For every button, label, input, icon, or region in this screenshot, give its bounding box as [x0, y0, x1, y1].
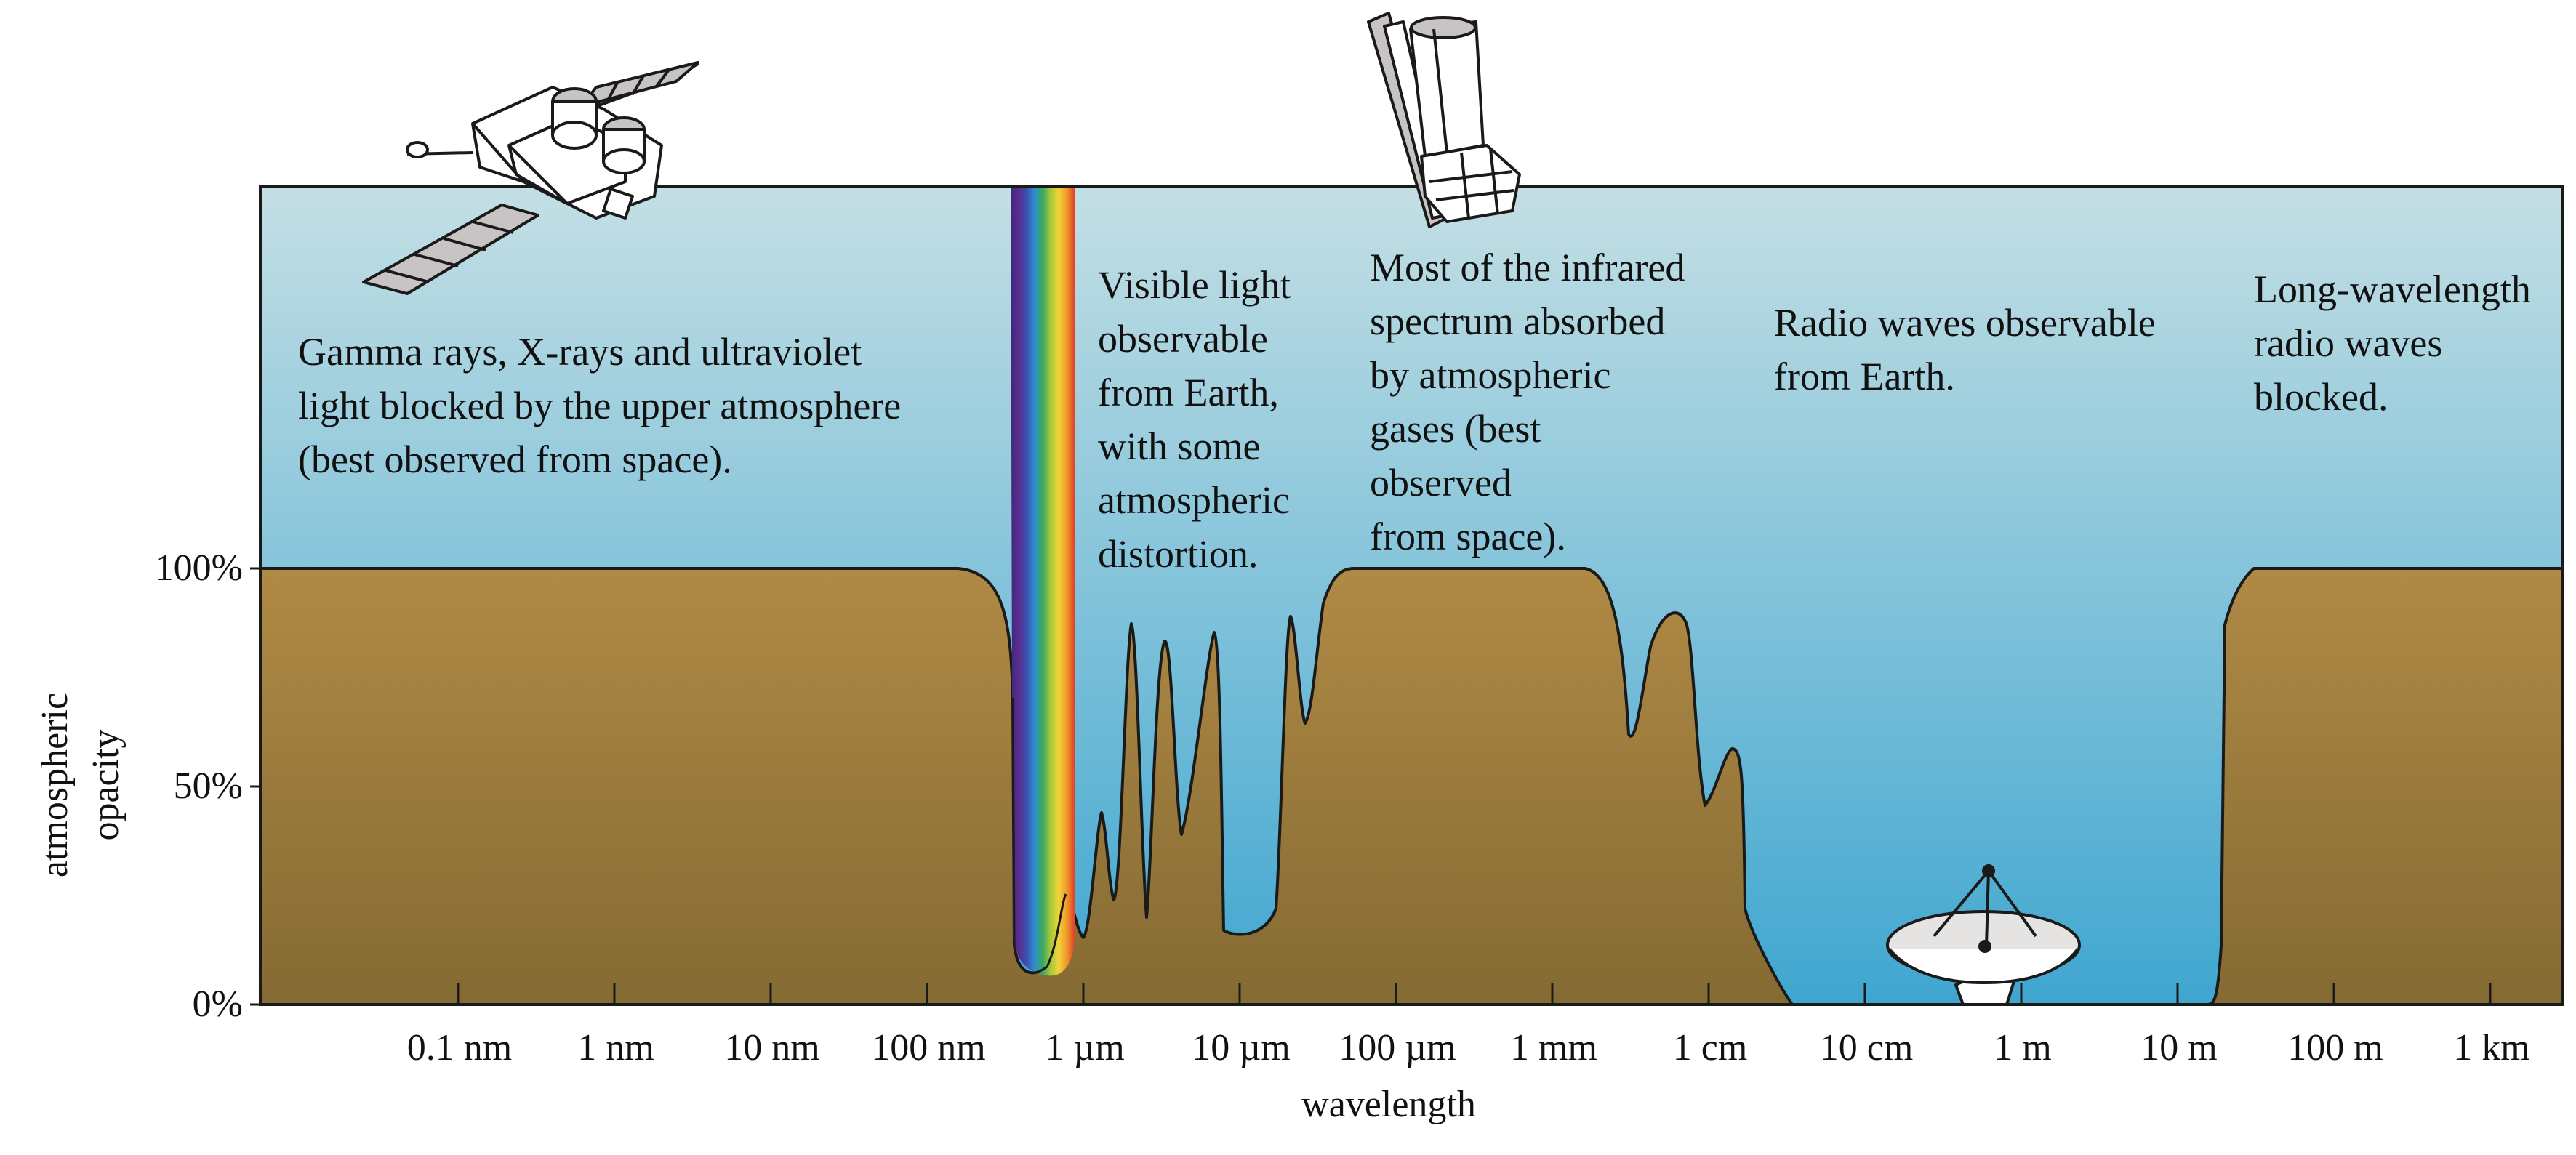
annotation-infrared-line: by atmospheric: [1370, 353, 1610, 397]
annotation-gamma: Gamma rays, X-rays and ultraviolet light…: [298, 330, 901, 481]
annotation-infrared-line: Most of the infrared: [1370, 246, 1685, 289]
visible-spectrum-band: [1011, 186, 1075, 976]
annotation-infrared-line: gases (best: [1370, 407, 1541, 451]
radio-telescope-dish-icon: [1886, 864, 2081, 1006]
annotation-long-radio-line: blocked.: [2254, 375, 2388, 419]
x-tick-label-1cm: 1 cm: [1673, 1027, 1748, 1069]
x-tick-label-10nm: 10 nm: [724, 1027, 819, 1069]
gamma-ray-space-observatory-icon: [362, 61, 699, 295]
x-tick-label-1um: 1 µm: [1045, 1027, 1124, 1069]
annotation-radio: Radio waves observable from Earth.: [1774, 301, 2156, 398]
visible-spectrum-outline: [1011, 697, 1067, 974]
x-tick-label-0.1nm: 0.1 nm: [407, 1027, 512, 1069]
annotation-long-radio-line: Long-wavelength: [2254, 267, 2531, 311]
annotation-infrared-line: spectrum absorbed: [1370, 299, 1665, 343]
x-axis: 0.1 nm 1 nm 10 nm 100 nm 1 µm 10 µm 100 …: [407, 983, 2530, 1125]
x-tick-label-10m: 10 m: [2140, 1027, 2217, 1069]
opacity-curve: [260, 567, 2563, 1005]
y-axis: 100% 50% 0% atmospheric opacity: [34, 547, 260, 1025]
annotation-visible-line: with some: [1098, 424, 1261, 468]
x-tick-label-1m: 1 m: [1994, 1027, 2051, 1069]
annotation-long-radio-line: radio waves: [2254, 321, 2442, 365]
annotation-infrared: Most of the infrared spectrum absorbed b…: [1370, 246, 1685, 558]
annotation-radio-line: Radio waves observable: [1774, 301, 2156, 345]
y-axis-title-line-2: opacity: [85, 729, 127, 840]
x-tick-label-100um: 100 µm: [1339, 1027, 1456, 1069]
x-tick-label-10cm: 10 cm: [1820, 1027, 1914, 1069]
annotation-gamma-line: Gamma rays, X-rays and ultraviolet: [298, 330, 862, 374]
annotation-visible: Visible light observable from Earth, wit…: [1098, 263, 1291, 576]
annotation-visible-line: observable: [1098, 317, 1268, 361]
plot-frame: [259, 185, 2564, 1006]
y-tick-label-0: 0%: [193, 983, 243, 1025]
annotation-infrared-line: from space).: [1370, 515, 1566, 558]
y-tick-label-50: 50%: [174, 765, 243, 807]
annotation-radio-line: from Earth.: [1774, 355, 1955, 398]
annotation-visible-line: atmospheric: [1098, 478, 1290, 522]
annotation-gamma-line: (best observed from space).: [298, 438, 732, 481]
y-tick-label-100: 100%: [155, 547, 243, 589]
x-axis-title: wavelength: [1301, 1084, 1476, 1125]
annotation-visible-line: distortion.: [1098, 532, 1259, 576]
x-tick-label-100nm: 100 nm: [871, 1027, 985, 1069]
annotation-long-radio: Long-wavelength radio waves blocked.: [2254, 267, 2531, 419]
x-tick-label-1mm: 1 mm: [1510, 1027, 1597, 1069]
y-axis-title-line-1: atmospheric: [34, 693, 76, 877]
x-tick-label-1km: 1 km: [2453, 1027, 2529, 1069]
annotation-visible-line: from Earth,: [1098, 371, 1279, 414]
x-tick-label-10um: 10 µm: [1192, 1027, 1290, 1069]
annotation-visible-line: Visible light: [1098, 263, 1291, 307]
annotation-infrared-line: observed: [1370, 461, 1512, 504]
x-tick-label-1nm: 1 nm: [577, 1027, 654, 1069]
infrared-space-telescope-icon: [1367, 12, 1521, 228]
annotation-gamma-line: light blocked by the upper atmosphere: [298, 384, 901, 427]
x-tick-label-100m: 100 m: [2287, 1027, 2383, 1069]
